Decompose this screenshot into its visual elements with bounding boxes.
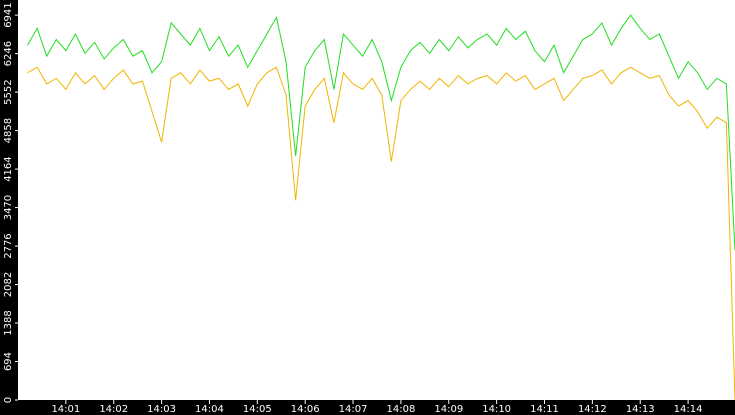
y-tick-label: 2082	[3, 272, 14, 297]
x-tick-label: 14:12	[578, 404, 607, 415]
y-tick-label: 4858	[3, 118, 14, 143]
x-tick-label: 14:10	[482, 404, 511, 415]
x-axis-band	[0, 400, 735, 415]
y-tick-label: 0	[3, 397, 14, 403]
y-tick-label: 6941	[3, 2, 14, 27]
y-tick-label: 4164	[3, 156, 14, 181]
x-tick-label: 14:08	[386, 404, 415, 415]
x-tick-label: 14:05	[243, 404, 272, 415]
series-line	[27, 14, 735, 251]
y-tick-label: 2776	[3, 233, 14, 258]
y-tick-label: 694	[3, 352, 14, 371]
x-tick-label: 14:13	[626, 404, 655, 415]
x-tick-label: 14:01	[51, 404, 80, 415]
y-tick-label: 3470	[3, 195, 14, 220]
y-tick-label: 6246	[3, 41, 14, 66]
y-axis-band	[0, 0, 18, 415]
x-tick-label: 14:14	[674, 404, 703, 415]
series-line	[27, 66, 735, 401]
y-tick-label: 5552	[3, 79, 14, 104]
x-tick-label: 14:04	[195, 404, 224, 415]
x-tick-label: 14:09	[434, 404, 463, 415]
x-tick-label: 14:06	[291, 404, 320, 415]
x-tick-label: 14:07	[339, 404, 368, 415]
x-tick-label: 14:02	[99, 404, 128, 415]
y-tick-label: 1388	[3, 310, 14, 335]
x-tick-label: 14:11	[530, 404, 559, 415]
x-tick-label: 14:03	[147, 404, 176, 415]
